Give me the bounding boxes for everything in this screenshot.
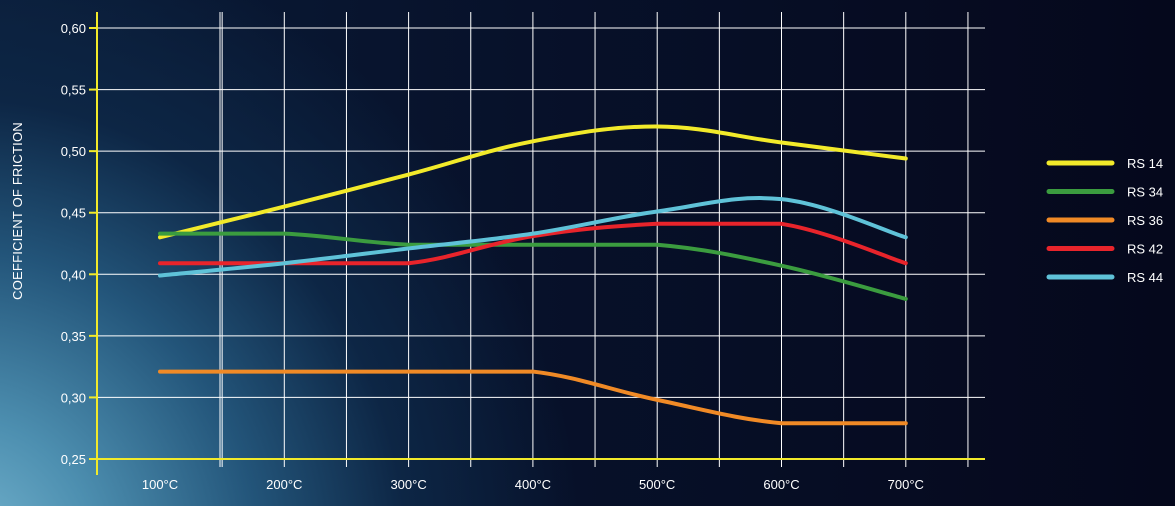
grid: [97, 12, 985, 467]
x-tick-labels: 100°C 200°C 300°C 400°C 500°C 600°C 700°C: [142, 477, 924, 492]
y-tick-label: 0,50: [61, 144, 86, 159]
series-lines: [158, 124, 908, 426]
x-tick-label: 300°C: [390, 477, 426, 492]
x-tick-label: 200°C: [266, 477, 302, 492]
x-tick-label: 700°C: [888, 477, 924, 492]
y-tick-label: 0,30: [61, 390, 86, 405]
x-tick-label: 400°C: [515, 477, 551, 492]
y-axis-title: COEFFICIENT OF FRICTION: [10, 122, 25, 300]
y-tick-label: 0,55: [61, 83, 86, 98]
series-line-rs-44: [158, 196, 908, 278]
series-line-rs-36: [158, 369, 908, 426]
legend-label: RS 14: [1127, 156, 1163, 171]
legend-label: RS 34: [1127, 185, 1163, 200]
x-tick-label: 600°C: [763, 477, 799, 492]
series-line-rs-14: [158, 124, 908, 240]
legend-label: RS 36: [1127, 213, 1163, 228]
y-tick-label: 0,40: [61, 267, 86, 282]
legend: RS 14 RS 34 RS 36 RS 42 RS 44: [1046, 156, 1163, 285]
legend-label: RS 42: [1127, 242, 1163, 257]
y-tick-labels: 0,25 0,30 0,35 0,40 0,45 0,50 0,55 0,60: [61, 21, 86, 467]
y-tick-label: 0,60: [61, 21, 86, 36]
x-tick-label: 100°C: [142, 477, 178, 492]
y-tick-label: 0,45: [61, 206, 86, 221]
axes: [89, 12, 985, 475]
series-line-rs-34: [158, 231, 908, 301]
x-tick-label: 500°C: [639, 477, 675, 492]
y-tick-label: 0,35: [61, 329, 86, 344]
legend-label: RS 44: [1127, 270, 1163, 285]
y-tick-label: 0,25: [61, 452, 86, 467]
